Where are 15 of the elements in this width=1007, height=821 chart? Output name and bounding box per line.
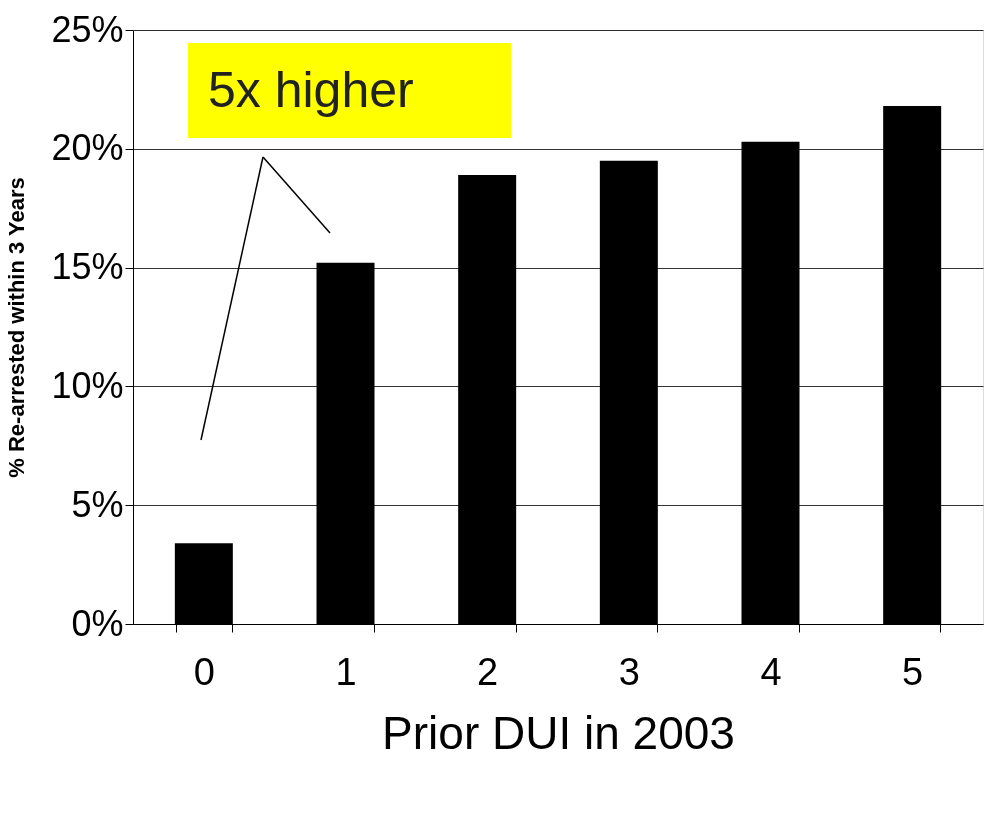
x-tick-label: 3 — [618, 650, 640, 693]
x-tick-label: 2 — [477, 650, 499, 693]
x-tick-label: 0 — [193, 650, 215, 693]
x-tick-label: 5 — [902, 650, 924, 693]
y-tick-label: 5% — [71, 483, 124, 525]
annotation: 5x higher — [208, 62, 414, 118]
x-tick-label: 4 — [760, 650, 782, 693]
y-tick-label: 0% — [71, 602, 124, 644]
y-tick-label: 20% — [51, 127, 124, 169]
x-axis-title: Prior DUI in 2003 — [382, 706, 735, 759]
x-tick-label: 1 — [335, 650, 357, 693]
y-tick-label: 15% — [51, 246, 124, 288]
y-tick-label: 10% — [51, 364, 124, 406]
y-tick-label: 25% — [51, 8, 124, 50]
y-axis-title: % Re-arrested within 3 Years — [4, 177, 30, 478]
